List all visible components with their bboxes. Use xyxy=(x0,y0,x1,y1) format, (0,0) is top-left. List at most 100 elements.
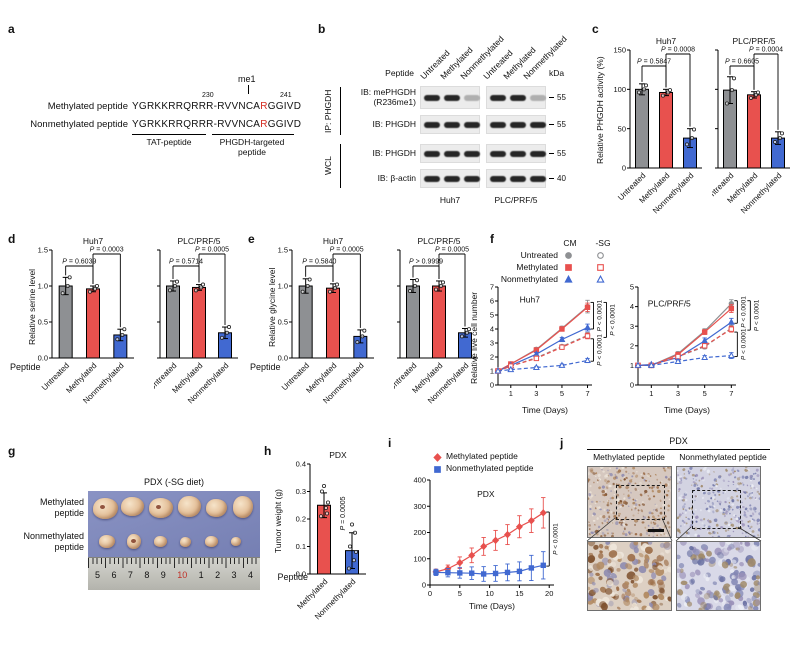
y-tick-label: 0.0 xyxy=(278,354,288,363)
cell xyxy=(609,502,613,505)
cell xyxy=(703,592,711,600)
me1-tick xyxy=(248,85,249,94)
cell xyxy=(732,471,735,474)
cell xyxy=(710,487,714,490)
chart-title: Huh7 xyxy=(656,36,677,46)
circle-glyph xyxy=(565,252,572,259)
protein-band xyxy=(464,150,480,157)
chart-i: 0 100 200 300 400 0 5 10 15 20 Time (Days) PDX P < 0… xyxy=(408,472,584,614)
cell xyxy=(681,497,683,500)
data-point xyxy=(122,327,127,332)
untreated-cm-marker-icon xyxy=(564,251,573,260)
cell xyxy=(625,485,629,490)
cell xyxy=(723,583,731,591)
cell xyxy=(749,504,752,507)
square-marker-icon xyxy=(434,466,441,473)
cell xyxy=(687,529,689,531)
chart-e-plc: PLC/PRF/5 P > 0.9999 P = 0.0005 Untreated Me… xyxy=(387,236,482,436)
data-point xyxy=(324,506,329,511)
cell xyxy=(617,514,621,517)
cell xyxy=(623,478,626,481)
cell xyxy=(744,507,748,511)
cell xyxy=(691,473,695,477)
g-row2-line1: Nonmethylated xyxy=(23,531,84,541)
triangle-marker-icon xyxy=(727,318,735,325)
cell xyxy=(705,525,707,528)
data-point xyxy=(439,284,444,289)
data-point xyxy=(773,140,778,145)
data-point xyxy=(318,514,323,519)
cell xyxy=(723,508,726,511)
p-italic: P xyxy=(169,259,174,266)
cell xyxy=(719,503,721,506)
p-italic: P xyxy=(740,323,747,328)
tumor-spot xyxy=(155,504,161,509)
y-tick-label: 3 xyxy=(630,322,634,331)
cell xyxy=(667,566,671,573)
chart-h: 0.0 0.1 0.2 0.3 0.4 PDX Methylated Nonmethylate… xyxy=(288,450,374,648)
cell xyxy=(708,505,711,508)
cell xyxy=(718,500,722,505)
cell xyxy=(727,480,730,483)
cell xyxy=(634,507,637,510)
data-point xyxy=(120,332,125,337)
cell xyxy=(739,482,742,485)
data-point xyxy=(460,334,465,339)
p-italic: P xyxy=(330,247,335,254)
cell xyxy=(732,467,735,469)
x-tick-label: 1 xyxy=(509,389,513,398)
bar xyxy=(406,285,420,359)
cell xyxy=(605,474,609,478)
data-point xyxy=(692,127,697,132)
cell xyxy=(632,498,635,501)
protein-band xyxy=(490,121,506,128)
cell xyxy=(733,566,738,569)
cell xyxy=(594,502,597,505)
ip-group-bracket xyxy=(340,87,341,135)
cell xyxy=(652,595,658,600)
cell xyxy=(619,505,622,508)
cell xyxy=(752,605,759,610)
p-value: P = 0.0004 xyxy=(749,47,783,54)
p-rest: < 0.0001 xyxy=(597,334,604,362)
cell xyxy=(713,505,716,508)
cell xyxy=(611,534,614,537)
data-point xyxy=(199,285,204,290)
cell xyxy=(747,469,750,472)
y-tick-label: 2 xyxy=(630,341,634,350)
cell xyxy=(680,580,688,586)
cell xyxy=(651,489,655,493)
cell xyxy=(718,598,724,603)
ihc-nonmethylated-zoom xyxy=(676,541,761,611)
cell xyxy=(702,491,706,495)
chart-f-plc: 0 1 2 3 4 5 1 3 5 7 Time (Days) PLC/PRF/5 P < 0.0001… xyxy=(628,278,778,418)
cell xyxy=(618,521,621,524)
panel-h-label: h xyxy=(264,444,272,458)
cell xyxy=(638,565,647,574)
cell xyxy=(724,491,727,493)
square-marker-icon xyxy=(445,569,451,576)
cell xyxy=(687,517,691,521)
cell xyxy=(598,576,603,581)
cell xyxy=(599,515,603,518)
cell xyxy=(641,503,645,506)
cell xyxy=(600,467,604,469)
cell xyxy=(718,494,721,496)
protein-band xyxy=(464,94,480,101)
untreated-sg-marker-icon xyxy=(596,251,605,260)
cell xyxy=(605,542,611,545)
cell xyxy=(663,559,669,567)
cell xyxy=(664,483,668,487)
cell xyxy=(639,482,642,485)
chart-d-huh7: 0.0 0.5 1.0 1.5 Huh7 P = 0.6039 P = 0.0003 Untr… xyxy=(30,236,136,436)
i-nonmethylated-marker-icon xyxy=(433,465,442,474)
cell xyxy=(678,488,681,491)
cell xyxy=(633,542,639,546)
cell xyxy=(659,481,662,484)
cell xyxy=(633,606,639,610)
cell xyxy=(606,511,610,514)
blot-row1-line2: (R236me1) xyxy=(373,97,416,107)
cell xyxy=(665,494,669,497)
cell xyxy=(663,568,668,573)
